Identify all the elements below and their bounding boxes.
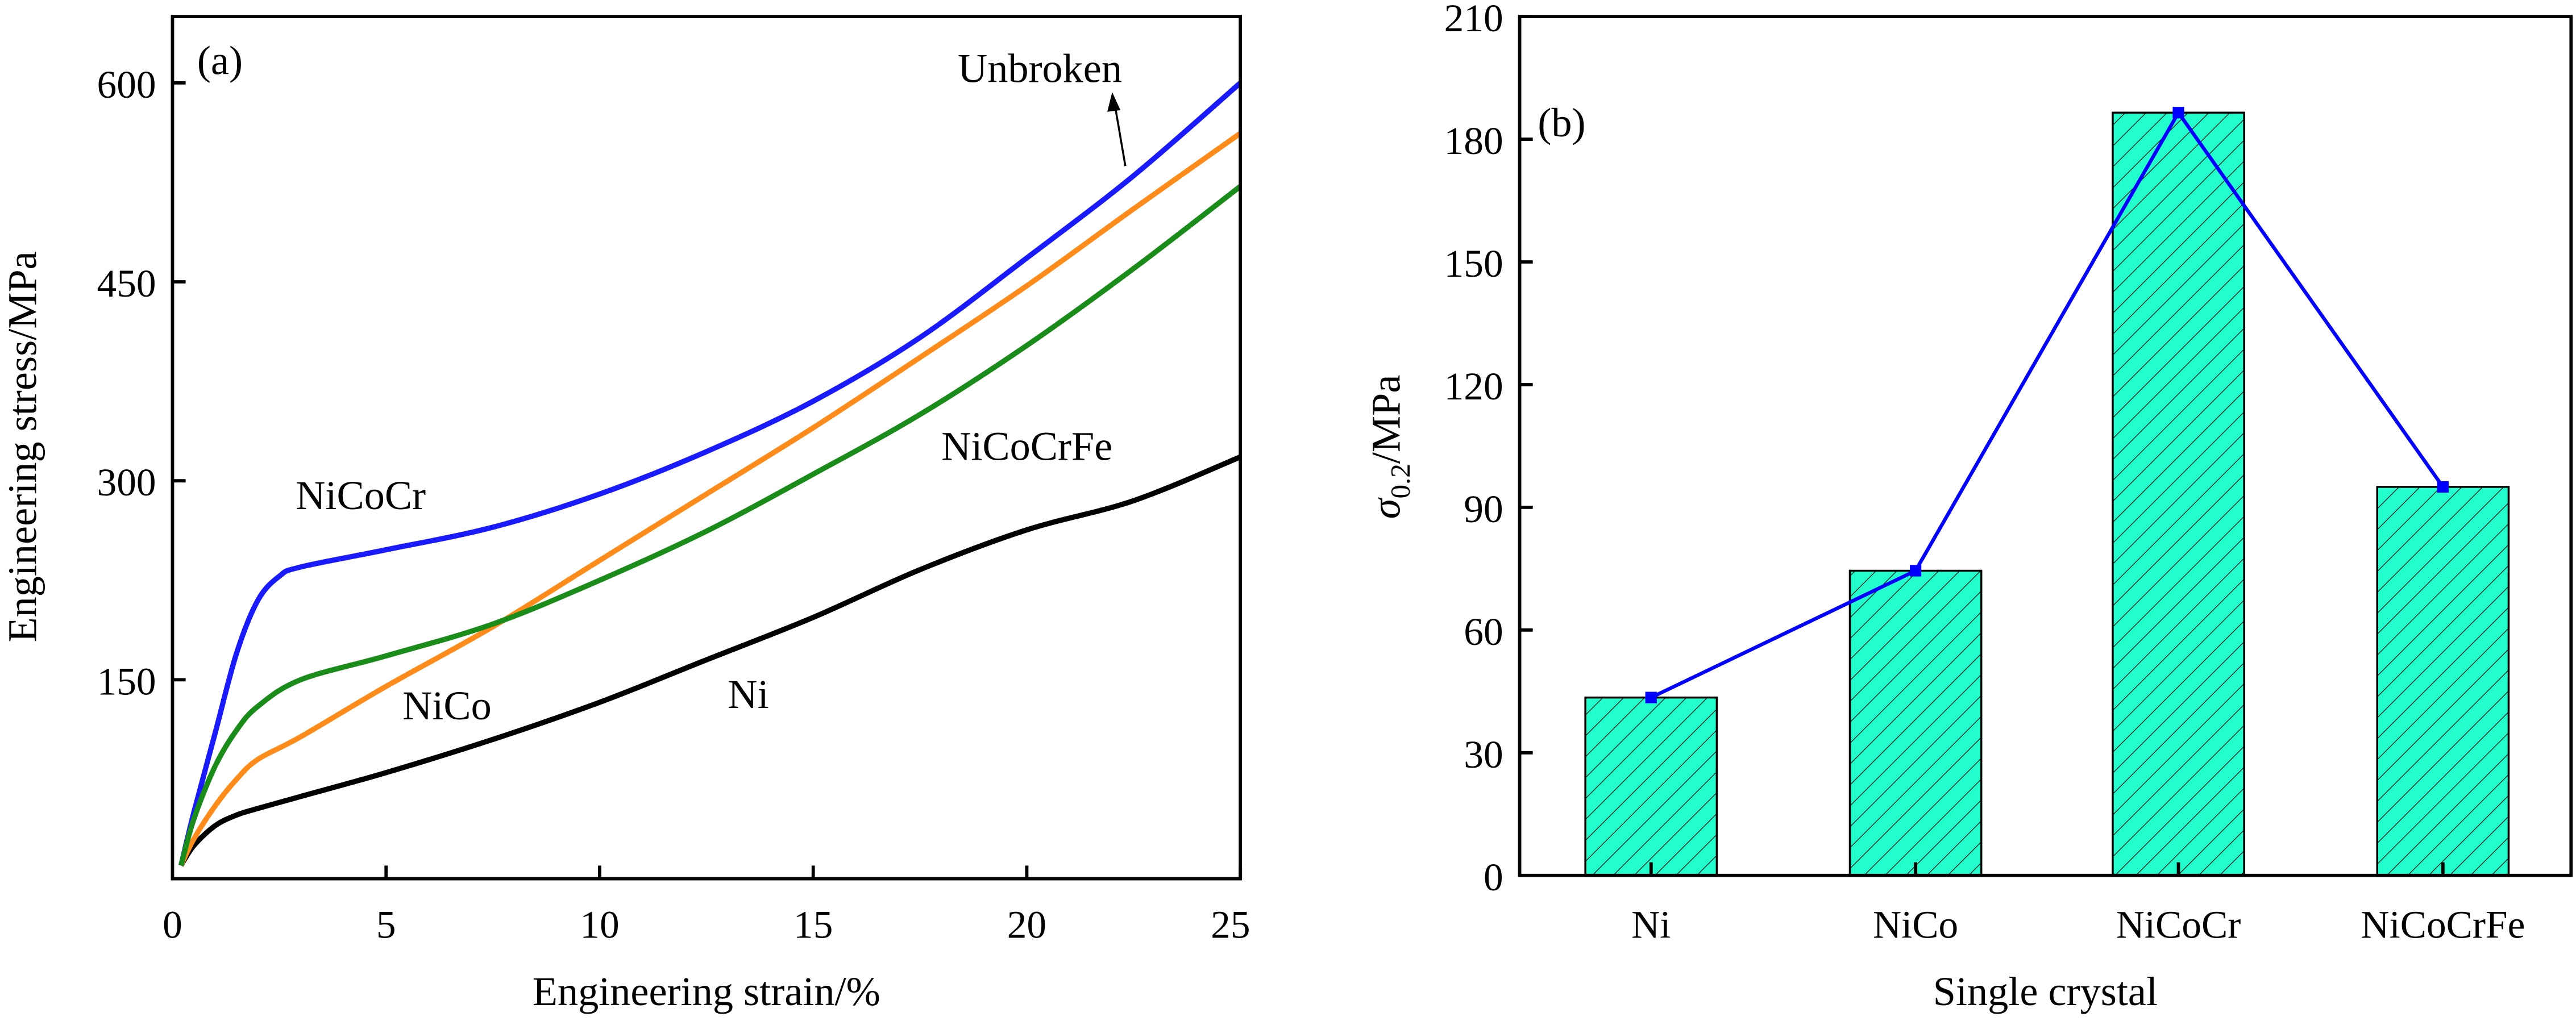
y-tick-label: 150	[1444, 242, 1503, 286]
stress-strain-curves	[178, 81, 1243, 867]
trend-point	[2437, 481, 2449, 493]
y-tick-label: 210	[1444, 0, 1503, 40]
x-tick-label: NiCo	[1873, 903, 1958, 947]
panel-b: Ni NiCo NiCoCr NiCoCrFe0306090120150180210 …	[1364, 0, 2573, 1014]
y-tick-label: 180	[1444, 119, 1503, 163]
panel-label-a: (a)	[197, 38, 243, 83]
y-tick-label: 450	[97, 262, 156, 306]
y-axis-title-a: Engineering stress/MPa	[0, 251, 45, 642]
x-tick-label: NiCoCrFe	[2361, 903, 2525, 947]
axis-ticks-a: 0 5 10 15 20 25 150 300 450 600	[97, 63, 1250, 947]
trend-point	[1645, 691, 1657, 703]
y-axis-subscript: 0.2	[1385, 464, 1416, 498]
x-tick-label: 20	[1007, 903, 1046, 947]
curve-label-nicocrfe: NiCoCrFe	[941, 424, 1112, 469]
curve-label-nicocr: NiCoCr	[296, 473, 426, 518]
y-tick-label: 0	[1484, 856, 1503, 899]
bar-ni	[1584, 696, 1718, 877]
curve-nico	[178, 131, 1242, 867]
axis-ticks-b: Ni NiCo NiCoCr NiCoCrFe 0 30 60 90 120 150 180 210	[1444, 0, 2525, 947]
curve-ni	[178, 454, 1241, 867]
curve-nicocr	[178, 81, 1243, 866]
x-tick-label: 0	[163, 903, 182, 947]
trend-line	[1645, 107, 2449, 703]
y-axis-title-b: σ0.2/MPa	[1364, 375, 1416, 519]
arrow-head-icon	[1107, 92, 1121, 112]
y-tick-label: 30	[1464, 733, 1503, 777]
y-tick-label: 120	[1444, 365, 1503, 409]
curve-label-ni: Ni	[728, 672, 768, 717]
trend-point	[1909, 565, 1922, 577]
trend-polyline	[1650, 109, 2445, 699]
y-axis-unit: /MPa	[1364, 375, 1409, 464]
x-tick-label: 25	[1211, 903, 1250, 947]
bars	[1584, 111, 2510, 877]
trend-point	[2172, 107, 2184, 119]
y-tick-label: 90	[1464, 488, 1503, 531]
x-tick-label: 10	[580, 903, 619, 947]
bar-nico	[1848, 569, 1983, 877]
x-tick-label: NiCoCr	[2116, 903, 2241, 947]
plot-frame-b	[1518, 15, 2573, 877]
x-tick-label: 15	[793, 903, 833, 947]
annotation-arrow	[1114, 108, 1127, 166]
y-tick-label: 600	[97, 63, 156, 107]
y-tick-label: 60	[1464, 610, 1503, 654]
curve-nicocrfe	[178, 184, 1243, 866]
x-tick-label: Ni	[1631, 903, 1671, 947]
plot-frame-a	[171, 15, 1243, 881]
bar-nicocr	[2112, 111, 2245, 877]
panel-label-b: (b)	[1538, 100, 1585, 145]
y-axis-symbol: σ	[1364, 497, 1409, 519]
x-tick-label: 5	[376, 903, 396, 947]
x-axis-title-a: Engineering strain/%	[533, 969, 880, 1014]
y-tick-label: 300	[97, 461, 156, 505]
x-axis-title-b: Single crystal	[1933, 969, 2158, 1014]
curve-label-nico: NiCo	[402, 683, 492, 728]
panel-a: 0 5 10 15 20 25 150 300 450 600 (a) Engineering s…	[0, 15, 1250, 1014]
bar-nicocrfe	[2376, 486, 2510, 877]
y-tick-label: 150	[97, 660, 156, 703]
annotation-unbroken: Unbroken	[958, 46, 1122, 91]
